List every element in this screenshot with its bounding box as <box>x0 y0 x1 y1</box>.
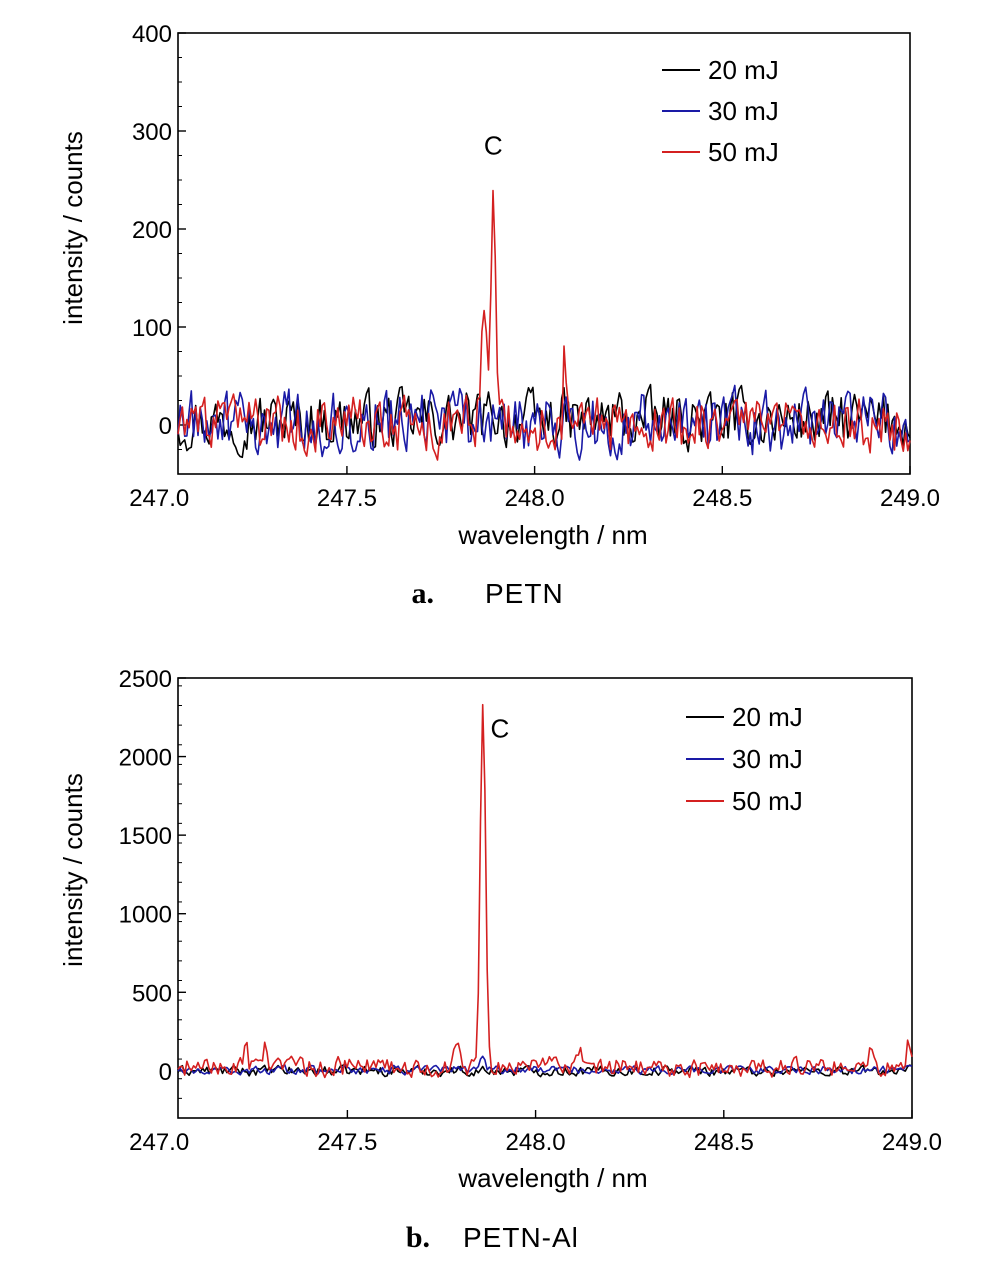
x-tick-label: 248.0 <box>505 485 565 512</box>
x-tick-label: 247.5 <box>317 1129 377 1156</box>
y-axis-title: intensity / counts <box>58 773 88 967</box>
y-tick-label: 2500 <box>119 666 172 693</box>
y-tick-label: 300 <box>132 119 172 146</box>
peak-annotation: C <box>490 713 509 743</box>
y-tick-label: 100 <box>132 315 172 342</box>
series-line-30-mj <box>177 1055 913 1076</box>
peak-annotation: C <box>484 131 503 161</box>
y-tick-label: 2000 <box>119 745 172 772</box>
x-tick-label: 248.5 <box>692 485 752 512</box>
legend-label: 30 mJ <box>732 744 803 774</box>
x-tick-label: 247.5 <box>317 485 377 512</box>
legend-label: 30 mJ <box>708 96 779 126</box>
legend-label: 20 mJ <box>708 55 779 85</box>
legend-label: 50 mJ <box>708 137 779 167</box>
x-tick-label: 247.0 <box>129 1129 189 1156</box>
x-tick-label: 249.0 <box>880 485 940 512</box>
y-axis-title: intensity / counts <box>58 131 88 325</box>
x-tick-label: 249.0 <box>882 1129 942 1156</box>
y-tick-label: 500 <box>132 980 172 1007</box>
x-tick-label: 247.0 <box>129 485 189 512</box>
x-tick-label: 248.5 <box>694 1129 754 1156</box>
y-tick-label: 200 <box>132 217 172 244</box>
series-line-50-mj <box>177 189 911 461</box>
y-tick-label: 0 <box>159 1059 172 1086</box>
legend-label: 50 mJ <box>732 786 803 816</box>
plot-frame <box>177 32 911 475</box>
panel-a: 247.0 247.5 248.0 248.5 249.0 0 100 200 300 400 2… <box>58 21 940 610</box>
x-tick-label: 248.0 <box>506 1129 566 1156</box>
y-tick-label: 0 <box>159 413 172 440</box>
caption-name: PETN <box>485 578 564 609</box>
series-line-50-mj <box>177 703 913 1079</box>
caption-letter: b. <box>406 1221 430 1254</box>
series-line-20-mj <box>177 1063 913 1078</box>
series-line-30-mj <box>177 384 911 461</box>
panel-b: 247.0 247.5 248.0 248.5 249.0 0 500 1000 1500 200… <box>58 666 942 1254</box>
x-axis-title: wavelength / nm <box>457 1163 647 1193</box>
x-axis-title: wavelength / nm <box>457 520 647 550</box>
y-tick-label: 1500 <box>119 823 172 850</box>
y-tick-label: 400 <box>132 21 172 48</box>
y-tick-label: 1000 <box>119 902 172 929</box>
caption-name: PETN-Al <box>463 1222 579 1253</box>
plot-frame <box>177 677 913 1119</box>
caption-letter: a. <box>412 577 435 610</box>
legend-label: 20 mJ <box>732 702 803 732</box>
